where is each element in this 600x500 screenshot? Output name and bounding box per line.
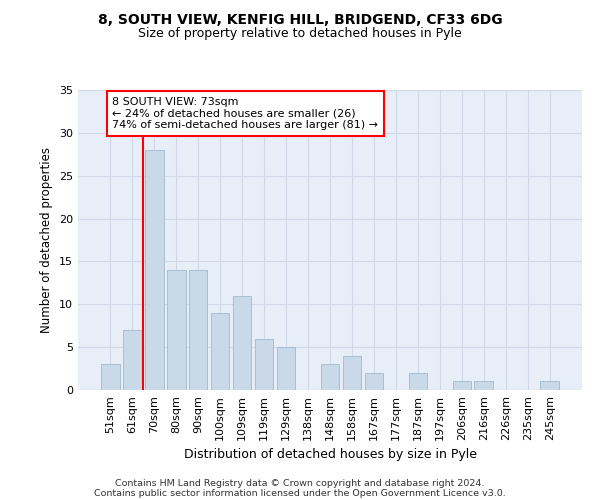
Bar	[233, 296, 251, 390]
Text: 8, SOUTH VIEW, KENFIG HILL, BRIDGEND, CF33 6DG: 8, SOUTH VIEW, KENFIG HILL, BRIDGEND, CF…	[98, 12, 502, 26]
Bar	[409, 373, 427, 390]
Bar	[541, 382, 559, 390]
Y-axis label: Number of detached properties: Number of detached properties	[40, 147, 53, 333]
Bar	[145, 150, 164, 390]
Bar	[189, 270, 208, 390]
Bar	[123, 330, 142, 390]
Text: Size of property relative to detached houses in Pyle: Size of property relative to detached ho…	[138, 28, 462, 40]
Text: 8 SOUTH VIEW: 73sqm
← 24% of detached houses are smaller (26)
74% of semi-detach: 8 SOUTH VIEW: 73sqm ← 24% of detached ho…	[112, 97, 379, 130]
Bar	[365, 373, 383, 390]
Text: Contains public sector information licensed under the Open Government Licence v3: Contains public sector information licen…	[94, 488, 506, 498]
Text: Contains HM Land Registry data © Crown copyright and database right 2024.: Contains HM Land Registry data © Crown c…	[115, 478, 485, 488]
Bar	[167, 270, 185, 390]
Bar	[255, 338, 274, 390]
Bar	[211, 313, 229, 390]
Bar	[475, 382, 493, 390]
Bar	[101, 364, 119, 390]
Bar	[277, 347, 295, 390]
Bar	[452, 382, 471, 390]
Bar	[343, 356, 361, 390]
X-axis label: Distribution of detached houses by size in Pyle: Distribution of detached houses by size …	[184, 448, 476, 461]
Bar	[320, 364, 340, 390]
